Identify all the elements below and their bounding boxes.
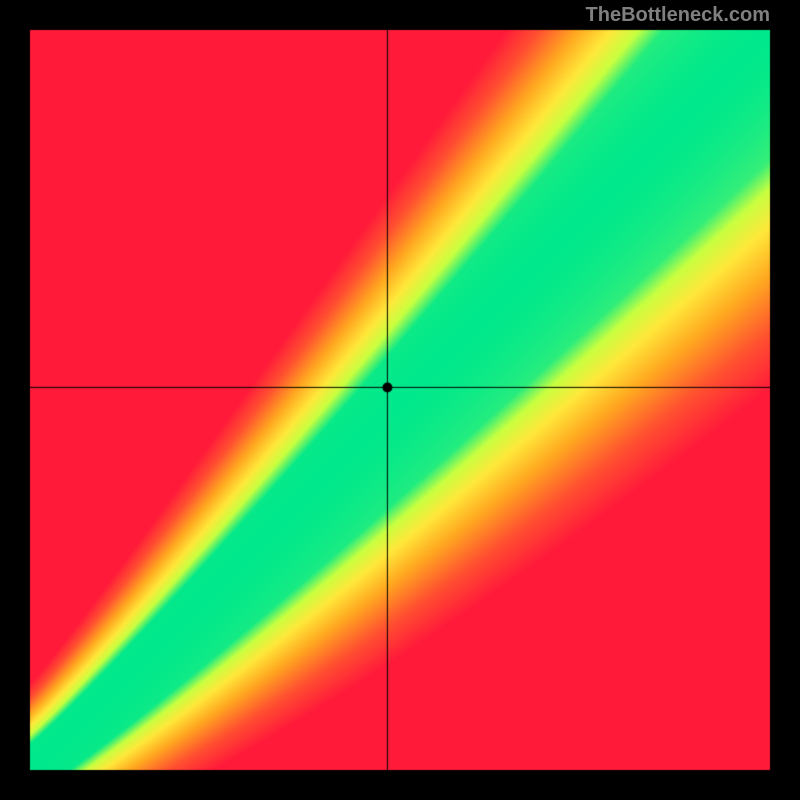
chart-container: TheBottleneck.com [0, 0, 800, 800]
watermark-label: TheBottleneck.com [586, 4, 770, 27]
bottleneck-heatmap [0, 0, 800, 800]
